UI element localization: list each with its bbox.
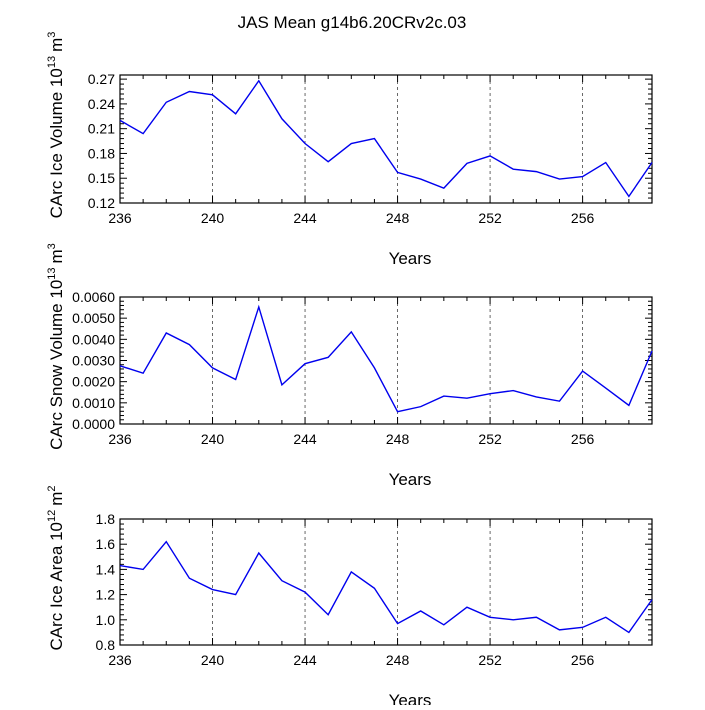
x-tick-label: 236 — [108, 431, 132, 447]
x-tick-label: 248 — [386, 652, 410, 668]
x-axis-label: Years — [389, 691, 432, 705]
y-tick-label: 0.24 — [88, 96, 115, 112]
x-tick-label: 248 — [386, 210, 410, 226]
y-axis-label: CArc Ice Volume 1013 m3 — [46, 32, 66, 219]
y-axis-label-unit: m — [47, 492, 66, 506]
x-tick-label: 252 — [478, 652, 502, 668]
y-axis-label-main: CArc Ice Area 10 — [47, 522, 66, 651]
x-tick-label: 256 — [571, 210, 595, 226]
y-tick-label: 0.15 — [88, 170, 115, 186]
y-axis-label-unit: m — [47, 249, 66, 263]
y-axis-label-unit-exponent: 3 — [46, 32, 58, 38]
x-tick-label: 244 — [293, 652, 317, 668]
y-tick-label: 1.4 — [96, 561, 116, 577]
panel-snow-volume: 0.0000 0.0010 0.0020 0.0030 0.0040 0.0050 0.00… — [46, 243, 653, 489]
y-tick-label: 0.18 — [88, 145, 115, 161]
x-tick-label: 236 — [108, 210, 132, 226]
y-tick-label: 1.8 — [96, 511, 116, 527]
y-axis-label-unit-exponent: 3 — [46, 243, 58, 249]
x-tick-label: 248 — [386, 431, 410, 447]
y-axis-label-unit: m — [47, 38, 66, 52]
x-tick-label: 240 — [201, 210, 225, 226]
x-tick-label: 236 — [108, 652, 132, 668]
y-axis-label-exponent: 13 — [46, 56, 58, 68]
y-tick-label: 0.12 — [88, 195, 115, 211]
y-axis-label-exponent: 12 — [46, 510, 58, 522]
y-tick-label: 0.0040 — [72, 331, 115, 347]
x-tick-label: 244 — [293, 210, 317, 226]
plot-frame — [119, 296, 653, 425]
plot-frame — [119, 74, 653, 204]
series-line-snow-volume — [119, 304, 653, 413]
y-axis-label: CArc Ice Area 1012 m2 — [46, 485, 66, 650]
y-axis-label-main: CArc Ice Volume 10 — [47, 68, 66, 218]
y-axis-label-unit-exponent: 2 — [46, 485, 58, 491]
panel-ice-volume: 0.12 0.15 0.18 0.21 0.24 0.27 236 240 244 248 252 2… — [46, 32, 653, 268]
y-tick-label: 0.0030 — [72, 353, 115, 369]
series-line-ice-volume — [119, 79, 653, 198]
y-tick-label: 0.8 — [96, 637, 116, 653]
y-tick-label: 0.21 — [88, 121, 115, 137]
x-axis-label: Years — [389, 470, 432, 489]
y-tick-label: 0.0060 — [72, 289, 115, 305]
x-tick-label: 252 — [478, 210, 502, 226]
x-axis-label: Years — [389, 249, 432, 268]
plot-frame — [119, 518, 653, 646]
x-tick-label: 252 — [478, 431, 502, 447]
y-axis-label-exponent: 13 — [46, 267, 58, 279]
y-axis-label: CArc Snow Volume 1013 m3 — [46, 243, 66, 450]
x-tick-label: 256 — [571, 652, 595, 668]
y-tick-label: 0.0050 — [72, 310, 115, 326]
y-tick-label: 0.0020 — [72, 374, 115, 390]
x-tick-label: 244 — [293, 431, 317, 447]
y-tick-label: 0.0000 — [72, 416, 115, 432]
y-tick-label: 0.0010 — [72, 395, 115, 411]
x-tick-label: 240 — [201, 652, 225, 668]
x-tick-label: 256 — [571, 431, 595, 447]
chart-title: JAS Mean g14b6.20CRv2c.03 — [238, 13, 467, 32]
chart-panels: 0.12 0.15 0.18 0.21 0.24 0.27 236 240 244 248 252 2… — [46, 32, 653, 710]
y-tick-label: 1.0 — [96, 612, 116, 628]
y-tick-label: 0.27 — [88, 71, 115, 87]
series-line-ice-area — [119, 540, 653, 634]
y-axis-label-main: CArc Snow Volume 10 — [47, 280, 66, 450]
x-tick-label: 240 — [201, 431, 225, 447]
panel-ice-area: 0.8 1.0 1.2 1.4 1.6 1.8 236 240 244 248 252 256 Year… — [46, 485, 653, 710]
y-tick-label: 1.6 — [96, 536, 116, 552]
y-tick-label: 1.2 — [96, 587, 116, 603]
